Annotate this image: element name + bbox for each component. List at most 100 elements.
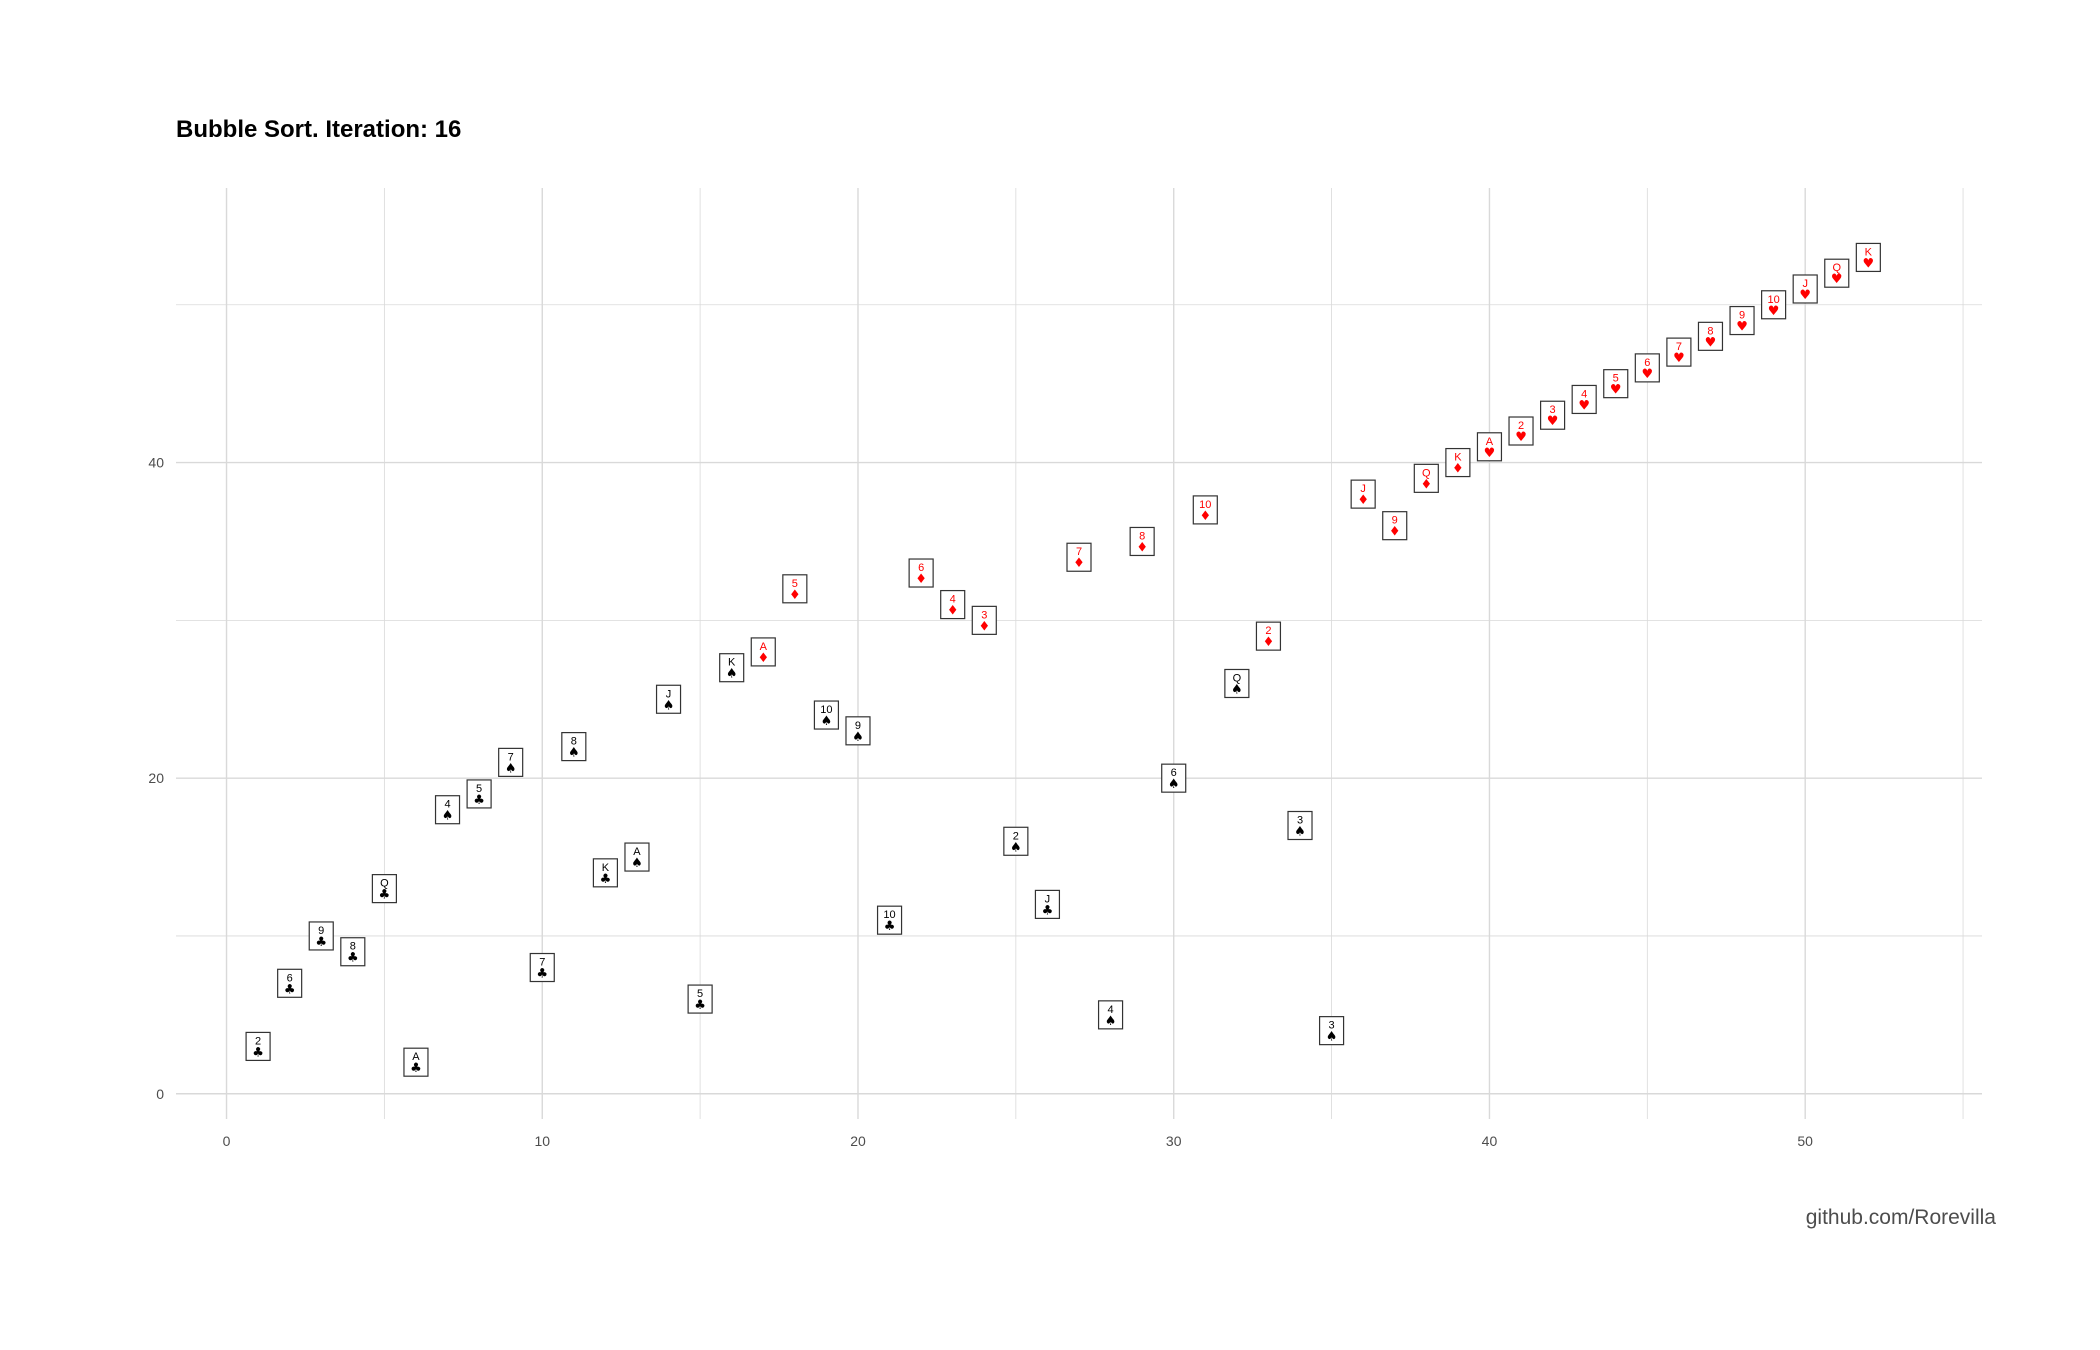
card-frame — [529, 952, 555, 983]
diamond-suit-icon: ♦ — [1452, 462, 1464, 477]
card-frame — [750, 637, 776, 667]
card-frame — [1666, 337, 1692, 367]
spade-suit-icon: ♠ — [1168, 777, 1180, 792]
card-point: 5♣ — [466, 779, 492, 809]
caption: github.com/Rorevilla — [1805, 1206, 1996, 1229]
card-rank-label: A — [412, 1051, 420, 1063]
x-tick-label: 30 — [1166, 1133, 1182, 1149]
heart-suit-icon: ♥ — [1863, 256, 1875, 271]
card-rank-label: 9 — [1392, 515, 1398, 527]
y-tick-label: 20 — [148, 770, 164, 786]
card-rank-label: 9 — [855, 720, 861, 732]
heart-suit-icon: ♥ — [1641, 367, 1653, 382]
club-suit-icon: ♣ — [536, 967, 548, 982]
card-point: 2♦ — [1255, 621, 1282, 651]
card-point: 9♠ — [845, 716, 871, 746]
card-point: 6♥ — [1634, 353, 1660, 383]
card-frame — [624, 842, 650, 872]
card-rank-label: 5 — [476, 783, 482, 795]
spade-suit-icon: ♠ — [821, 714, 833, 729]
card-frame — [1540, 400, 1566, 430]
card-point: 7♣ — [529, 952, 555, 983]
card-rank-label: Q — [1233, 672, 1242, 684]
axis-tick-labels: 0 10 20 30 40 50 0 20 40 — [148, 455, 1813, 1149]
card-point: 4♠ — [1097, 1000, 1124, 1030]
card-frame — [1603, 369, 1629, 399]
card-point: A♣ — [403, 1047, 429, 1077]
card-frame — [1318, 1016, 1345, 1046]
chart-title: Bubble Sort. Iteration: 16 — [176, 116, 462, 143]
card-rank-label: 3 — [1329, 1020, 1335, 1032]
card-rank-label: J — [1360, 483, 1366, 495]
card-rank-label: K — [1865, 246, 1873, 258]
card-rank-label: 6 — [918, 562, 924, 574]
spade-suit-icon: ♠ — [631, 856, 643, 871]
card-point: Q♥ — [1824, 258, 1850, 288]
card-point: 8♠ — [561, 731, 587, 762]
card-frame — [1034, 889, 1061, 919]
card-frame — [782, 574, 808, 604]
diamond-suit-icon: ♦ — [1199, 509, 1211, 524]
card-point: 4♦ — [940, 589, 966, 620]
x-tick-label: 40 — [1482, 1133, 1498, 1149]
card-rank-label: 8 — [571, 736, 577, 748]
heart-suit-icon: ♥ — [1799, 288, 1811, 303]
card-rank-label: 9 — [318, 925, 324, 937]
card-rank-label: Q — [1422, 467, 1431, 479]
heart-suit-icon: ♥ — [1578, 398, 1590, 413]
card-frame — [1129, 526, 1155, 557]
card-frame — [876, 905, 903, 935]
spade-suit-icon: ♠ — [1010, 840, 1022, 855]
card-frame — [1382, 511, 1408, 541]
card-point: Q♦ — [1413, 463, 1439, 493]
card-rank-label: 2 — [1265, 625, 1271, 637]
heart-suit-icon: ♥ — [1515, 430, 1527, 445]
x-tick-label: 10 — [534, 1133, 550, 1149]
spade-suit-icon: ♠ — [568, 746, 580, 761]
spade-suit-icon: ♠ — [442, 809, 454, 824]
card-frame — [1571, 384, 1597, 415]
card-rank-label: 8 — [1139, 530, 1145, 542]
card-frame — [1192, 495, 1218, 525]
card-frame — [1697, 321, 1724, 351]
card-frame — [687, 984, 713, 1014]
card-point: 5♦ — [782, 574, 808, 604]
card-rank-label: 5 — [1613, 373, 1619, 385]
card-rank-label: 8 — [350, 941, 356, 953]
card-point: Q♠ — [1224, 668, 1250, 699]
card-point: 4♠ — [434, 795, 461, 825]
card-rank-label: 4 — [1108, 1004, 1114, 1016]
spade-suit-icon: ♠ — [1294, 824, 1306, 839]
card-frame — [1255, 621, 1282, 651]
card-frame — [1003, 826, 1029, 856]
card-frame — [434, 795, 461, 825]
card-frame — [1729, 305, 1755, 336]
card-frame — [245, 1031, 271, 1062]
card-frame — [592, 858, 618, 888]
card-rank-label: 5 — [697, 988, 703, 1000]
spade-suit-icon: ♠ — [663, 698, 675, 713]
card-frame — [908, 558, 934, 588]
diamond-suit-icon: ♦ — [1389, 525, 1401, 540]
card-frame — [813, 700, 840, 730]
card-point: K♠ — [719, 653, 745, 683]
club-suit-icon: ♣ — [379, 888, 391, 903]
card-frame — [466, 779, 492, 809]
diamond-suit-icon: ♦ — [1357, 493, 1369, 508]
card-point: 6♣ — [277, 968, 303, 998]
card-rank-label: 10 — [1767, 294, 1779, 306]
card-frame — [971, 605, 997, 635]
heart-suit-icon: ♥ — [1768, 304, 1780, 319]
diamond-suit-icon: ♦ — [1420, 477, 1432, 492]
card-frame — [1508, 416, 1534, 446]
card-frame — [1855, 242, 1881, 273]
card-rank-label: 4 — [950, 594, 956, 606]
card-point: J♦ — [1350, 479, 1376, 509]
card-point: J♥ — [1792, 274, 1818, 304]
card-rank-label: 7 — [508, 751, 514, 763]
spade-suit-icon: ♠ — [505, 761, 517, 776]
card-frame — [1761, 290, 1787, 320]
card-point: 6♦ — [908, 558, 934, 588]
card-point: 8♣ — [340, 937, 366, 967]
heart-suit-icon: ♥ — [1736, 320, 1748, 335]
